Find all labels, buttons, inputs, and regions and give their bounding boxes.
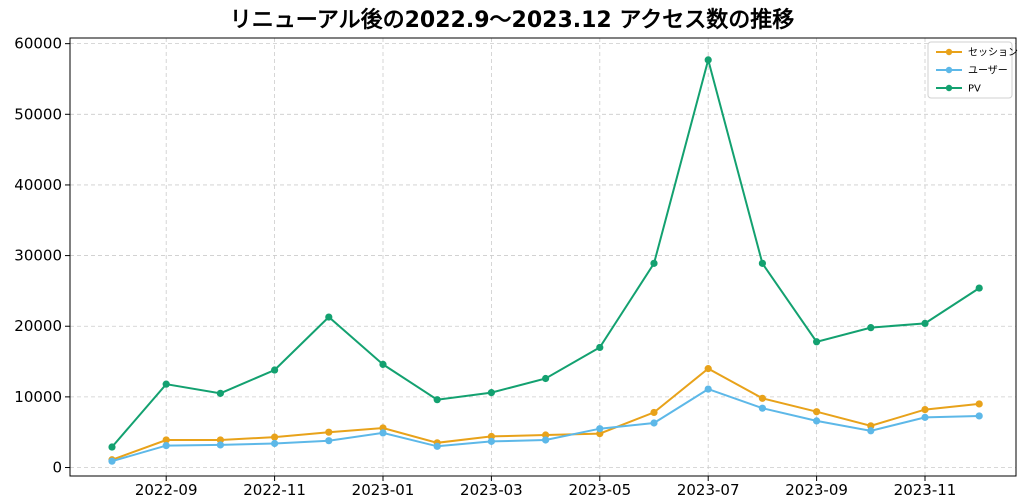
data-point: [433, 442, 441, 450]
y-tick-label: 30000: [14, 247, 62, 265]
series-line: [111, 387, 980, 463]
data-point: [704, 365, 712, 373]
legend-box: [927, 41, 1013, 99]
data-point: [379, 424, 387, 432]
data-point: [542, 374, 550, 383]
data-point: [921, 405, 929, 414]
series-pv: [108, 56, 983, 451]
y-tick-label: 20000: [14, 317, 62, 335]
data-point: [650, 259, 658, 267]
legend-label: PV: [968, 84, 981, 95]
data-point: [325, 437, 333, 445]
legend-label: ユーザー: [968, 65, 1008, 77]
axes-frame: [69, 37, 1017, 477]
data-point: [487, 437, 495, 445]
data-point: [813, 417, 821, 425]
data-point: [271, 366, 279, 374]
data-point: [921, 413, 929, 421]
data-point: [758, 394, 767, 402]
data-point: [216, 441, 224, 449]
series-line: [111, 56, 980, 448]
data-point: [216, 436, 224, 444]
data-point: [325, 313, 333, 321]
y-tick-label: 40000: [14, 176, 62, 194]
data-point: [216, 389, 224, 397]
y-tick-label: 50000: [14, 105, 62, 123]
chart-title: リニューアル後の2022.9～2023.12 アクセス数の推移: [229, 8, 795, 33]
data-point: [487, 432, 495, 441]
data-point: [975, 412, 983, 420]
data-point: [867, 427, 875, 435]
data-point: [921, 319, 929, 328]
data-point: [704, 385, 712, 393]
data-point: [433, 396, 441, 404]
data-point: [596, 425, 604, 433]
x-tick-label: 2023-07: [677, 481, 740, 498]
x-tick-label: 2023-05: [568, 481, 631, 498]
data-point: [108, 443, 116, 451]
legend-marker: [945, 84, 953, 92]
data-point: [596, 343, 604, 352]
data-point: [162, 442, 170, 450]
data-point: [271, 433, 279, 441]
data-point: [758, 259, 767, 267]
data-point: [704, 56, 712, 64]
y-tick-label: 0: [52, 459, 62, 477]
data-point: [487, 389, 495, 397]
data-point: [758, 404, 767, 412]
x-tick-label: 2023-03: [460, 481, 523, 498]
data-point: [650, 408, 658, 417]
data-point: [813, 408, 821, 416]
y-tick-label: 60000: [14, 35, 62, 53]
legend-marker: [945, 66, 953, 74]
x-tick-label: 2023-09: [785, 481, 848, 498]
series-user: [108, 385, 983, 465]
data-point: [596, 430, 604, 438]
legend-marker: [945, 48, 953, 56]
legend-label: セッション: [968, 47, 1018, 59]
data-point: [271, 439, 279, 448]
data-point: [162, 380, 170, 388]
data-point: [867, 422, 875, 430]
x-tick-label: 2023-01: [352, 481, 415, 498]
data-point: [108, 457, 116, 465]
y-tick-label: 10000: [14, 388, 62, 406]
series-line: [111, 367, 980, 461]
series-session: [108, 365, 983, 464]
x-tick-label: 2023-11: [894, 481, 957, 498]
data-point: [162, 436, 170, 444]
grid: [70, 38, 1016, 476]
data-point: [379, 429, 387, 437]
data-point: [379, 360, 387, 368]
data-point: [975, 284, 983, 292]
data-point: [650, 419, 658, 427]
data-point: [867, 324, 875, 332]
data-point: [542, 431, 550, 439]
data-point: [325, 428, 333, 436]
data-point: [975, 400, 983, 408]
data-point: [813, 338, 821, 346]
data-point: [542, 436, 550, 444]
x-tick-label: 2022-09: [135, 481, 198, 498]
x-tick-label: 2022-11: [243, 481, 306, 498]
